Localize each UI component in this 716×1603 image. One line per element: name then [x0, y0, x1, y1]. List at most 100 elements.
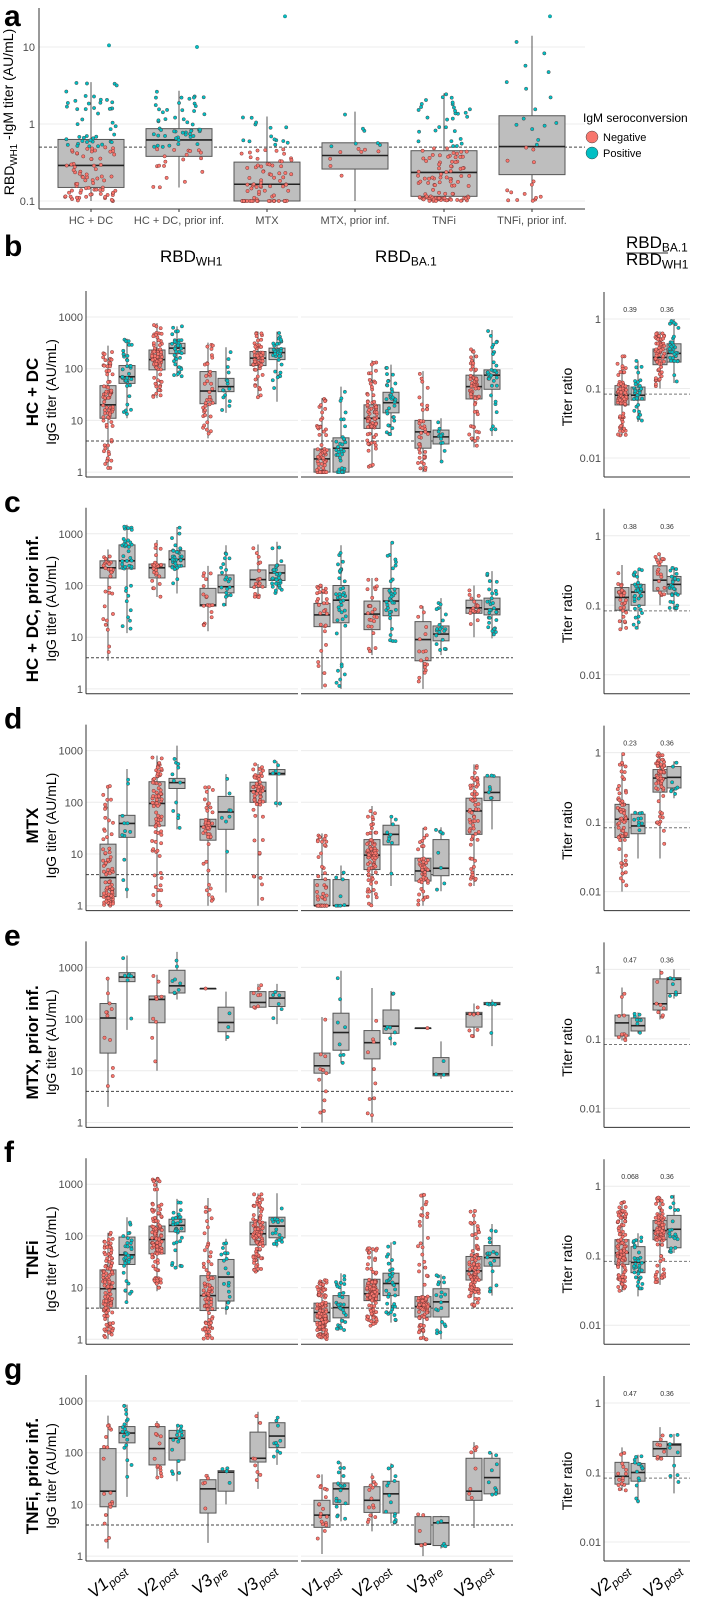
ratio-y-axis-label: Titer ratio [559, 801, 575, 860]
data-point [488, 787, 493, 792]
wh1-box-negative [199, 342, 217, 439]
data-point [368, 604, 372, 608]
data-point [109, 1284, 114, 1289]
data-point [156, 133, 161, 138]
data-point [172, 148, 177, 152]
data-point [386, 1294, 391, 1299]
data-point [163, 159, 168, 164]
data-point [203, 1480, 207, 1485]
ba1-box-negative [465, 764, 483, 887]
data-point [636, 823, 641, 828]
data-point [279, 559, 284, 564]
data-point [204, 577, 208, 582]
data-point [151, 132, 156, 137]
data-point [259, 337, 264, 342]
data-point [110, 1328, 115, 1333]
data-point [105, 627, 110, 632]
data-point [369, 847, 373, 851]
data-point [205, 379, 210, 384]
data-point [158, 903, 163, 908]
data-point [210, 1336, 215, 1341]
data-point [260, 765, 264, 770]
data-point [374, 577, 379, 582]
data-point [162, 164, 166, 168]
x-tick-label: HC + DC, prior inf. [134, 215, 224, 227]
data-point [668, 568, 673, 573]
data-point [455, 144, 459, 148]
y-tick-label: 10 [71, 415, 83, 427]
ratio-y-axis-label: Titer ratio [559, 1018, 575, 1077]
data-point [416, 614, 421, 619]
data-point [171, 1220, 176, 1224]
data-point [460, 166, 465, 171]
data-point [315, 1328, 320, 1332]
data-point [77, 134, 82, 139]
data-point [227, 814, 232, 819]
data-point [343, 623, 348, 628]
data-point [319, 443, 324, 447]
data-point [123, 1426, 127, 1431]
data-point [153, 546, 158, 550]
data-point [637, 1250, 641, 1255]
data-point [177, 531, 182, 536]
data-point [205, 361, 210, 366]
data-point [221, 388, 225, 393]
data-point [107, 452, 112, 457]
data-point [373, 587, 378, 592]
data-point [103, 622, 108, 627]
data-point [128, 383, 132, 388]
data-point [151, 1264, 156, 1269]
data-point [270, 378, 275, 383]
data-point [177, 1471, 182, 1475]
data-point [653, 1280, 658, 1285]
data-point [226, 1289, 231, 1294]
data-point [493, 368, 497, 373]
data-point [108, 392, 113, 397]
data-point [180, 108, 185, 113]
data-point [656, 1195, 661, 1200]
data-point [467, 1260, 472, 1265]
data-point [252, 1204, 257, 1208]
y-tick-label: 1000 [59, 529, 83, 541]
data-point [474, 792, 479, 796]
data-point [489, 373, 494, 378]
data-point [123, 1261, 128, 1266]
data-point [110, 1261, 115, 1265]
data-point [125, 1458, 130, 1463]
data-point [655, 764, 660, 769]
data-point [201, 584, 206, 588]
data-point [261, 799, 265, 804]
data-point [336, 1302, 341, 1307]
data-point [101, 792, 106, 797]
data-point [653, 1215, 658, 1220]
data-point [655, 1263, 660, 1268]
data-point [425, 867, 430, 872]
data-point [273, 369, 278, 374]
data-point [621, 1223, 626, 1228]
data-point [337, 684, 342, 688]
data-point [155, 143, 160, 148]
data-point [425, 115, 430, 120]
data-point [75, 144, 80, 148]
data-point [470, 1257, 474, 1262]
data-point [424, 1337, 429, 1342]
legend-swatch-negative [585, 130, 599, 144]
data-point [110, 1310, 115, 1315]
data-point [321, 456, 326, 460]
data-point [324, 1071, 329, 1076]
data-point [329, 144, 334, 149]
ratio-box-positive [666, 969, 682, 999]
row-group-name: MTX [23, 807, 42, 844]
ba1-box-positive [332, 386, 350, 474]
data-point [317, 590, 322, 595]
data-point [374, 368, 378, 373]
data-point [475, 412, 480, 417]
data-point [365, 587, 370, 592]
data-point [639, 587, 644, 591]
data-point [98, 156, 103, 161]
data-point [417, 447, 422, 452]
data-point [271, 993, 276, 997]
data-point [179, 374, 184, 379]
data-point [468, 392, 473, 397]
data-point [109, 197, 114, 202]
